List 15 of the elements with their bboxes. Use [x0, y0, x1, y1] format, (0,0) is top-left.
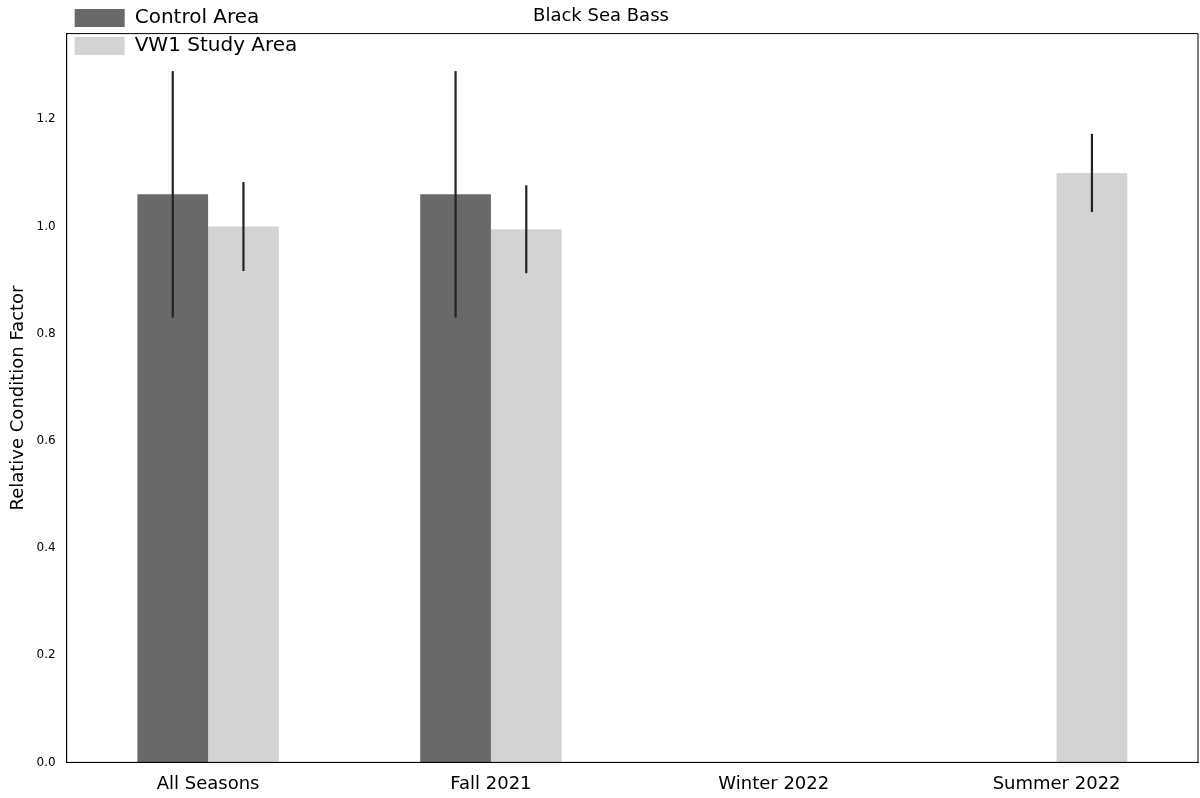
y-tick-label: 0.0 [36, 754, 56, 769]
y-tick-label: 0.8 [36, 325, 56, 340]
x-tick-label: Winter 2022 [718, 771, 830, 793]
x-tick-label: Fall 2021 [450, 771, 532, 793]
legend-label: Control Area [134, 4, 260, 29]
y-axis-title: Relative Condition Factor [6, 284, 28, 511]
y-tick-label: 0.6 [36, 433, 56, 447]
x-tick-label: All Seasons [156, 771, 260, 793]
x-tick-label: Summer 2022 [992, 771, 1121, 793]
y-tick-label: 0.2 [36, 647, 56, 662]
y-tick-label: 1.2 [36, 111, 56, 126]
y-tick-label: 0.4 [36, 540, 56, 555]
y-tick-label: 1.0 [36, 218, 56, 233]
legend-label: VW1 Study Area [134, 32, 298, 57]
chart-title: Black Sea Bass [533, 4, 669, 26]
